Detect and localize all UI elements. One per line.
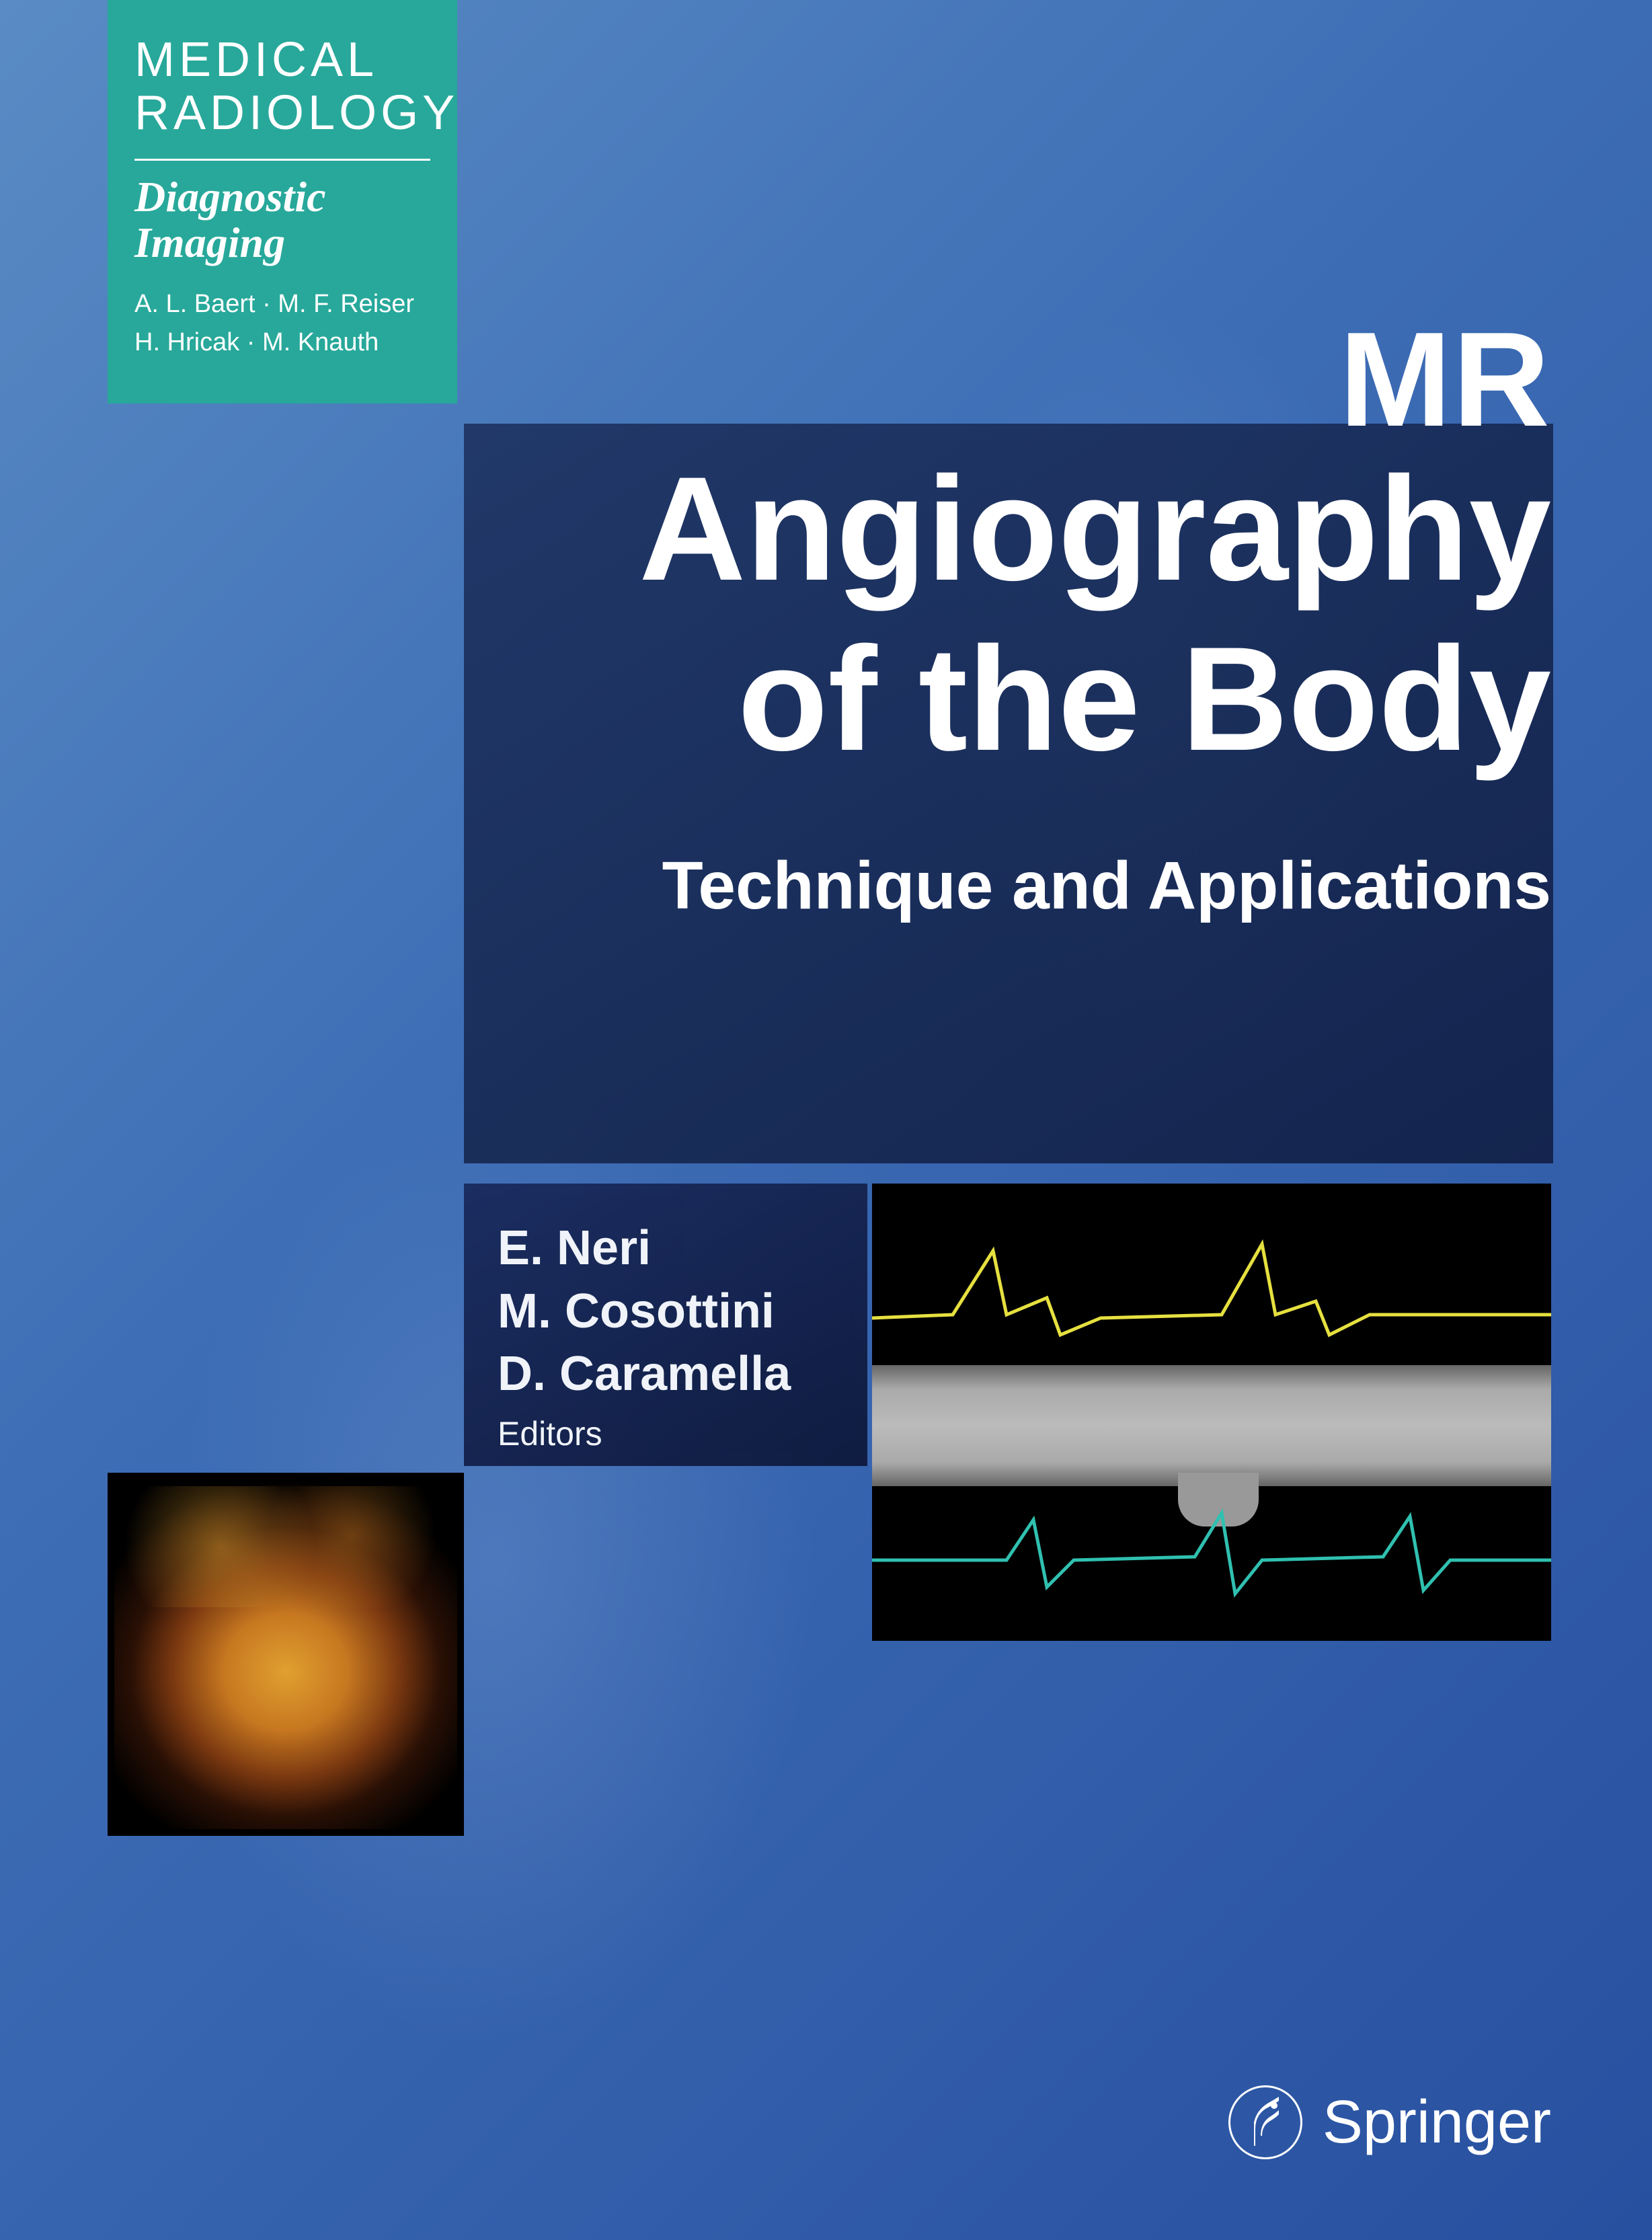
editors-label: Editors <box>498 1414 834 1453</box>
editor-name-1: E. Neri <box>498 1217 834 1280</box>
ecg-cyan-trace <box>872 1513 1551 1594</box>
series-subtitle: Diagnostic Imaging <box>134 174 430 264</box>
editors-panel: E. Neri M. Cosottini D. Caramella Editor… <box>464 1184 867 1466</box>
series-title-line2: RADIOLOGY <box>134 87 430 140</box>
publisher-logo-icon <box>1228 2085 1302 2159</box>
ecg-yellow-trace <box>872 1244 1551 1335</box>
title-mr: MR <box>1339 303 1551 457</box>
series-badge: MEDICAL RADIOLOGY Diagnostic Imaging A. … <box>108 0 457 403</box>
series-title-line1: MEDICAL <box>134 34 430 87</box>
editor-name-2: M. Cosottini <box>498 1280 834 1344</box>
heart-render-image <box>108 1473 464 1836</box>
series-editors: A. L. Baert · M. F. Reiser H. Hricak · M… <box>134 285 430 362</box>
publisher-name: Springer <box>1323 2088 1551 2157</box>
subtitle: Technique and Applications <box>662 847 1551 925</box>
title-main: Angiography of the Body <box>639 444 1551 784</box>
waveform-svg <box>872 1184 1551 1641</box>
series-divider <box>134 159 430 161</box>
editor-name-3: D. Caramella <box>498 1343 834 1406</box>
publisher: Springer <box>1228 2085 1551 2159</box>
waveform-image <box>872 1184 1551 1641</box>
